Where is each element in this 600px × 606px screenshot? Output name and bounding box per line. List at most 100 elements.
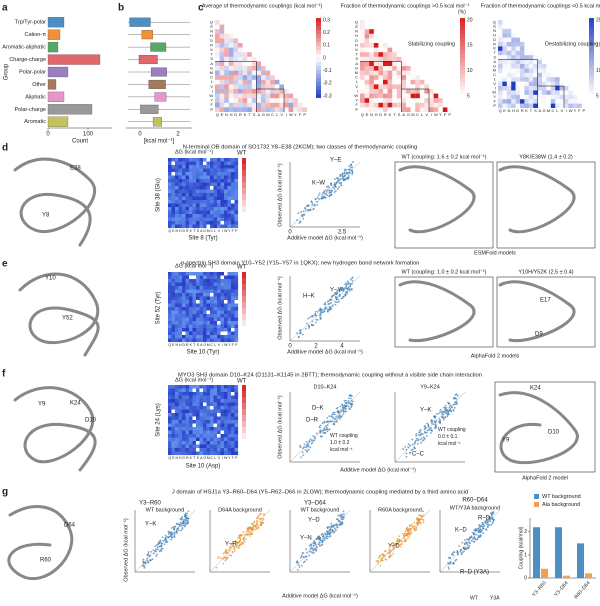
heatmap-cell bbox=[238, 98, 243, 103]
heatmap-cell bbox=[220, 395, 225, 400]
point bbox=[378, 557, 380, 559]
heatmap-cell bbox=[178, 175, 183, 180]
heatmap-cell bbox=[220, 203, 225, 208]
heatmap-cell bbox=[189, 321, 193, 325]
heatmap-cell bbox=[199, 406, 204, 410]
point bbox=[336, 418, 339, 420]
heatmap-cell bbox=[251, 66, 257, 71]
heatmap-cell bbox=[274, 98, 280, 103]
heatmap-cell bbox=[168, 217, 172, 222]
point bbox=[323, 303, 326, 306]
residue: N bbox=[175, 229, 178, 233]
residue: R bbox=[239, 112, 242, 117]
point bbox=[416, 524, 419, 527]
heatmap-cell bbox=[227, 335, 232, 339]
point bbox=[336, 188, 339, 190]
heatmap-cell bbox=[506, 86, 512, 91]
point bbox=[180, 518, 183, 521]
heatmap-cell bbox=[279, 84, 284, 89]
heatmap-cell bbox=[178, 423, 183, 428]
point bbox=[465, 541, 468, 544]
heatmap-cell bbox=[396, 89, 402, 94]
residue: G bbox=[407, 112, 410, 117]
heatmap-cell bbox=[199, 217, 204, 222]
point bbox=[167, 536, 170, 538]
heatmap-cell bbox=[224, 52, 229, 57]
heatmap-cell bbox=[231, 272, 235, 276]
heatmap-cell bbox=[507, 38, 511, 42]
heatmap-cell bbox=[234, 416, 239, 421]
residue: H bbox=[210, 33, 213, 38]
heatmap-cell bbox=[199, 324, 204, 329]
colorbar bbox=[589, 62, 594, 66]
point bbox=[375, 560, 378, 563]
heatmap-cell bbox=[424, 94, 429, 99]
point bbox=[405, 455, 408, 458]
point bbox=[398, 538, 401, 541]
heatmap-cell bbox=[196, 423, 200, 428]
heatmap-cell bbox=[227, 420, 232, 424]
heatmap-cell bbox=[238, 102, 243, 108]
heatmap-cell bbox=[420, 89, 425, 94]
residue: A bbox=[200, 229, 203, 233]
heatmap-cell bbox=[210, 395, 214, 400]
heatmap-cell bbox=[438, 102, 443, 108]
label: WT background bbox=[301, 507, 340, 513]
heatmap-cell bbox=[411, 84, 416, 89]
heatmap-cell bbox=[175, 172, 179, 176]
point bbox=[174, 525, 177, 528]
point bbox=[432, 423, 435, 426]
point bbox=[334, 296, 337, 299]
heatmap-cell bbox=[511, 64, 516, 69]
heatmap-cell bbox=[542, 77, 546, 81]
heatmap-cell bbox=[551, 73, 555, 77]
point bbox=[178, 529, 180, 532]
label: ΔG (kcal mol⁻¹) bbox=[175, 377, 213, 383]
heatmap-cell bbox=[210, 399, 214, 403]
residue: K bbox=[210, 47, 213, 52]
heatmap-cell bbox=[219, 24, 225, 30]
point bbox=[299, 331, 302, 334]
point bbox=[467, 539, 470, 542]
heatmap-cell bbox=[365, 75, 370, 80]
heatmap-cell bbox=[261, 93, 266, 99]
point bbox=[333, 182, 336, 184]
colorbar bbox=[460, 62, 465, 66]
point bbox=[454, 401, 457, 404]
heatmap-cell bbox=[182, 214, 186, 218]
heatmap-cell bbox=[224, 200, 228, 204]
label: Y3–R60 bbox=[531, 580, 547, 598]
point bbox=[187, 510, 190, 513]
residue: E bbox=[172, 343, 175, 347]
heatmap-cell bbox=[279, 107, 284, 112]
heatmap-cell bbox=[168, 189, 172, 194]
colorbar bbox=[242, 278, 246, 284]
residue: A bbox=[538, 108, 541, 113]
heatmap-cell bbox=[234, 423, 239, 428]
heatmap-cell bbox=[210, 217, 214, 222]
heatmap-cell bbox=[270, 102, 275, 108]
point bbox=[430, 427, 433, 430]
heatmap-cell bbox=[217, 214, 221, 218]
heatmap-cell bbox=[227, 161, 232, 166]
point bbox=[300, 213, 303, 216]
heatmap-cell bbox=[185, 214, 190, 218]
heatmap-cell bbox=[206, 158, 211, 162]
heatmap-cell bbox=[192, 430, 197, 435]
point bbox=[319, 424, 322, 427]
point bbox=[470, 536, 473, 539]
heatmap-cell bbox=[227, 200, 232, 204]
heatmap-cell bbox=[206, 409, 211, 414]
point bbox=[421, 515, 424, 518]
heatmap-cell bbox=[210, 158, 214, 162]
heatmap-cell bbox=[175, 158, 179, 162]
heatmap-cell bbox=[411, 75, 416, 80]
heatmap-cell bbox=[364, 98, 370, 103]
heatmap-cell bbox=[178, 186, 183, 190]
residue: E bbox=[221, 112, 224, 117]
heatmap-cell bbox=[231, 279, 235, 283]
colorbar bbox=[589, 26, 594, 30]
heatmap-cell bbox=[528, 77, 534, 82]
heatmap-cell bbox=[196, 434, 200, 438]
heatmap-cell bbox=[178, 182, 183, 187]
